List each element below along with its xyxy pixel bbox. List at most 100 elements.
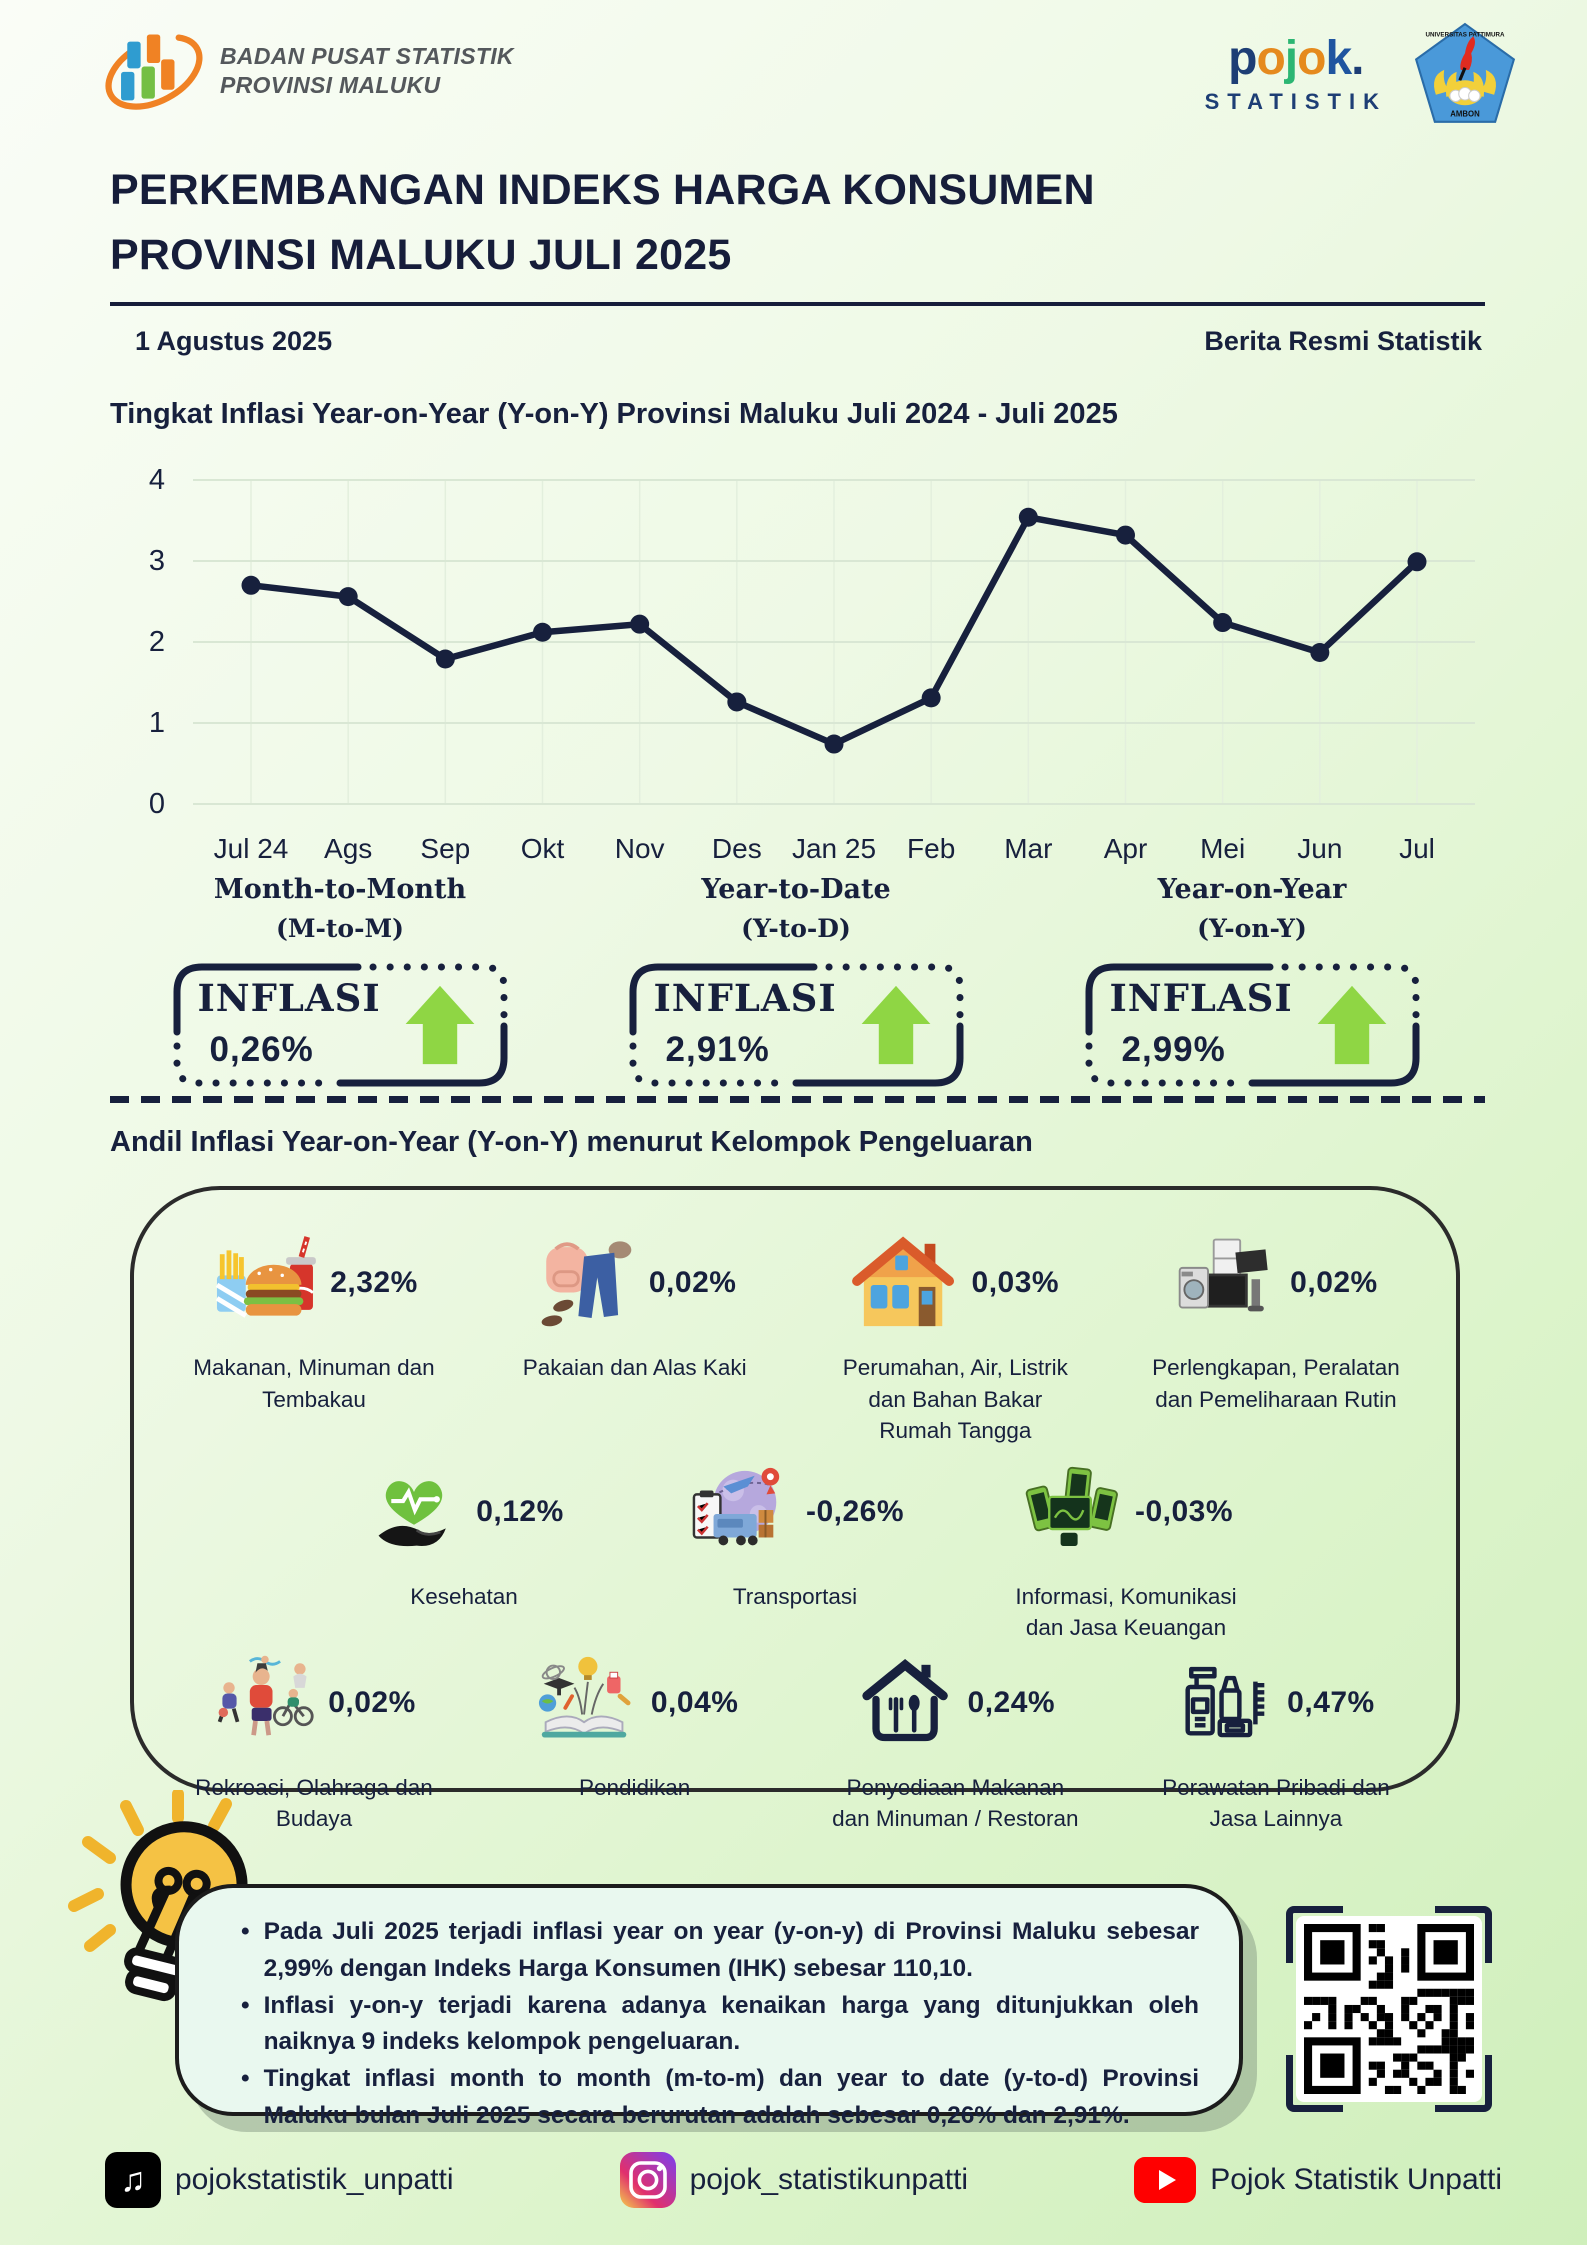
svg-text:Nov: Nov xyxy=(615,833,665,864)
svg-text:Jan 25: Jan 25 xyxy=(792,833,876,864)
header: BADAN PUSAT STATISTIK PROVINSI MALUKU po… xyxy=(100,22,1517,126)
inflation-word: INFLASI xyxy=(653,976,837,1021)
category-label: Perlengkapan, Peralatan dan Pemeliharaan… xyxy=(1152,1355,1400,1412)
kpi-period-label: Month-to-Month xyxy=(213,874,467,905)
instagram-handle[interactable]: pojok_statistikunpatti xyxy=(619,2152,969,2208)
tiktok-icon: ♫ xyxy=(105,2152,161,2208)
svg-text:1: 1 xyxy=(149,707,165,739)
category-health: 0,12% Kesehatan xyxy=(314,1453,614,1644)
chart-title: Tingkat Inflasi Year-on-Year (Y-on-Y) Pr… xyxy=(110,398,1118,430)
kpi-value: 2,99% xyxy=(1121,1030,1226,1070)
pattimura-university-logo-icon: UNIVERSITAS PATTIMURA AMBON xyxy=(1414,22,1516,123)
subheader-row: 1 Agustus 2025 Berita Resmi Statistik xyxy=(135,326,1482,357)
kpi-period-label: Year-to-Date xyxy=(701,874,891,905)
chart-area: 0 1 2 3 4 Jul 24 Ags Sep Okt Nov Des Jan 25 Feb Mar Ap… xyxy=(105,452,1505,882)
kpi-year-on-year: Year-on-Year (Y-on-Y) INFLASI 2,99% xyxy=(1077,868,1427,1090)
svg-text:3: 3 xyxy=(149,545,165,577)
instagram-label: pojok_statistikunpatti xyxy=(689,2163,969,2196)
bps-brand: BADAN PUSAT STATISTIK PROVINSI MALUKU xyxy=(100,22,514,120)
qr-corner-bracket xyxy=(1435,2055,1492,2112)
qr-corner-bracket xyxy=(1286,1906,1343,1963)
kpi-section: Month-to-Month (M-to-M) INFLASI 0,26% Ye… xyxy=(165,868,1427,1090)
pojok-letter: o xyxy=(1297,32,1326,85)
pojok-letter: . xyxy=(1351,32,1364,85)
svg-text:Jul 24: Jul 24 xyxy=(214,833,289,864)
note-text: Inflasi y-on-y terjadi karena adanya ken… xyxy=(263,1991,1199,2056)
category-label: Penyediaan Makanan dan Minuman / Restora… xyxy=(832,1774,1079,1832)
kpi-value: 0,26% xyxy=(209,1030,314,1070)
note-bullet-3: • Tingkat inflasi month to month (m-to-m… xyxy=(241,2061,1199,2135)
category-education: 0,04% Pendidikan xyxy=(485,1644,785,1835)
category-value: 0,02% xyxy=(328,1685,416,1719)
pojok-statistik-logo: pojok. STATISTIK xyxy=(1205,35,1387,113)
category-value: 0,02% xyxy=(648,1266,737,1299)
pojok-letter: o xyxy=(1256,32,1285,85)
pojok-wordmark: pojok. xyxy=(1228,32,1364,85)
inflation-word: INFLASI xyxy=(1109,976,1293,1021)
release-type-label: Berita Resmi Statistik xyxy=(1204,326,1482,356)
personal-care-icon xyxy=(1185,1666,1265,1737)
kpi-box: INFLASI 2,99% xyxy=(1080,960,1425,1090)
category-value: 0,02% xyxy=(1290,1266,1378,1299)
qr-code-image xyxy=(1296,1916,1482,2102)
household-equipment-icon xyxy=(1178,1238,1268,1312)
category-value: -0,26% xyxy=(805,1494,905,1528)
bullet-marker: • xyxy=(241,2065,250,2092)
up-arrow-icon xyxy=(861,986,930,1065)
housing-utilities-icon xyxy=(851,1236,954,1327)
category-label: Perawatan Pribadi dan Jasa Lainnya xyxy=(1162,1774,1390,1832)
health-icon xyxy=(378,1480,447,1546)
category-value: -0,03% xyxy=(1134,1494,1234,1528)
qr-pattern xyxy=(1304,1924,1474,2094)
qr-code xyxy=(1286,1906,1492,2112)
page-title-line1: PERKEMBANGAN INDEKS HARGA KONSUMEN xyxy=(110,166,1095,214)
pojok-letter: p xyxy=(1228,32,1257,85)
category-label: Pendidikan xyxy=(578,1774,691,1800)
inflation-line-chart: 0 1 2 3 4 Jul 24 Ags Sep Okt Nov Des Jan 25 Feb Mar Ap… xyxy=(149,464,1475,864)
bps-logo-icon xyxy=(105,34,203,110)
youtube-label: Pojok Statistik Unpatti xyxy=(1210,2163,1502,2196)
svg-text:AMBON: AMBON xyxy=(1450,110,1480,119)
note-text: Tingkat inflasi month to month (m-to-m) … xyxy=(263,2065,1199,2129)
category-label: Kesehatan xyxy=(410,1583,518,1609)
svg-text:Feb: Feb xyxy=(907,833,955,864)
title-underline xyxy=(110,302,1485,306)
qr-corner-bracket xyxy=(1286,2055,1343,2112)
contribution-row-3: 0,02% Rekreasi, Olahraga dan Budaya xyxy=(164,1644,1426,1835)
category-label: Makanan, Minuman dan Tembakau xyxy=(193,1355,435,1412)
category-equipment: 0,02% Perlengkapan, Peralatan dan Pemeli… xyxy=(1126,1224,1426,1447)
svg-text:Apr: Apr xyxy=(1104,833,1148,864)
inflation-word: INFLASI xyxy=(197,976,381,1021)
contribution-panel: 2,32% Makanan, Minuman dan Tembakau xyxy=(130,1186,1460,1831)
bps-name-line1: BADAN PUSAT STATISTIK xyxy=(220,43,514,70)
svg-text:Mar: Mar xyxy=(1004,833,1052,864)
contribution-row-2: 0,12% Kesehatan xyxy=(164,1453,1426,1644)
svg-text:Sep: Sep xyxy=(420,833,470,864)
kpi-box: INFLASI 2,91% xyxy=(624,960,969,1090)
qr-corner-bracket xyxy=(1435,1906,1492,1963)
kpi-frame xyxy=(173,963,507,1087)
category-label: Informasi, Komunikasi dan Jasa Keuangan xyxy=(1015,1583,1237,1641)
bps-name-line2: PROVINSI MALUKU xyxy=(220,72,441,98)
release-date: 1 Agustus 2025 xyxy=(135,326,333,356)
up-arrow-icon xyxy=(1317,986,1386,1065)
note-text: Pada Juli 2025 terjadi inflasi year on y… xyxy=(263,1918,1199,1982)
category-value: 0,03% xyxy=(971,1266,1060,1299)
category-value: 0,24% xyxy=(967,1685,1056,1719)
summary-notes-panel: • Pada Juli 2025 terjadi inflasi year on… xyxy=(175,1884,1243,2129)
kpi-frame xyxy=(1085,963,1419,1087)
category-personal-care: 0,47% Perawatan Pribadi dan Jasa Lainnya xyxy=(1126,1644,1426,1835)
category-label: Perumahan, Air, Listrik dan Bahan Bakar … xyxy=(842,1355,1068,1443)
svg-text:Jul: Jul xyxy=(1399,833,1435,864)
information-communication-icon xyxy=(1025,1466,1118,1546)
page-title: PERKEMBANGAN INDEKS HARGA KONSUMEN PROVI… xyxy=(110,158,1487,287)
bullet-marker: • xyxy=(241,1918,250,1945)
pojok-sub-label: STATISTIK xyxy=(1204,89,1387,114)
category-label: Rekreasi, Olahraga dan Budaya xyxy=(195,1774,433,1832)
category-value: 0,04% xyxy=(650,1685,739,1719)
youtube-handle[interactable]: Pojok Statistik Unpatti xyxy=(1134,2157,1502,2203)
tiktok-handle[interactable]: ♫ pojokstatistik_unpatti xyxy=(105,2152,454,2208)
instagram-icon xyxy=(619,2152,676,2208)
page-title-line2: PROVINSI MALUKU JULI 2025 xyxy=(110,230,732,279)
